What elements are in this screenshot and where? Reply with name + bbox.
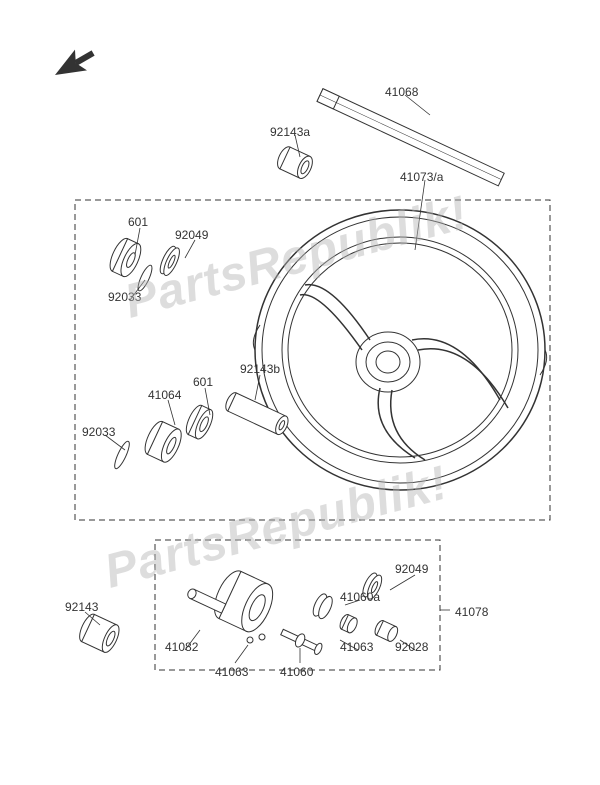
label-41063-left: 41063	[215, 665, 248, 679]
label-92049-bot: 92049	[395, 562, 428, 576]
label-92028: 92028	[395, 640, 428, 654]
label-41082: 41082	[165, 640, 198, 654]
bearing-top-part	[106, 236, 145, 280]
pin-2-part	[259, 634, 265, 640]
seal-top-part	[157, 244, 182, 277]
diagram-container: 41068 92143a 41073/a 601 92049 92033 921…	[0, 0, 600, 785]
label-92143b: 92143b	[240, 362, 280, 376]
small-gear-part	[338, 613, 359, 634]
orientation-arrow	[49, 43, 99, 86]
label-92033-mid: 92033	[82, 425, 115, 439]
label-92049-top: 92049	[175, 228, 208, 242]
label-41078: 41078	[455, 605, 488, 619]
label-41068: 41068	[385, 85, 418, 99]
label-41064: 41064	[148, 388, 181, 402]
collar-mid-part	[141, 419, 185, 465]
gearbox-part	[184, 555, 279, 636]
sleeve-part	[223, 391, 290, 437]
label-92033-top: 92033	[108, 290, 141, 304]
label-41060: 41060	[280, 665, 313, 679]
collar-top-part	[274, 145, 315, 181]
label-41060a: 41060a	[340, 590, 380, 604]
circlip-mid-part	[112, 440, 132, 471]
gear-shaft-part	[279, 626, 324, 657]
label-41073a: 41073/a	[400, 170, 443, 184]
main-assembly-frame	[75, 200, 550, 520]
spacer-part	[76, 612, 122, 655]
wheel-rim-part	[253, 210, 546, 490]
pin-1-part	[247, 637, 253, 643]
label-92143a: 92143a	[270, 125, 310, 139]
label-601-mid: 601	[193, 375, 213, 389]
label-41063-right: 41063	[340, 640, 373, 654]
gear-1-part	[310, 592, 335, 621]
bearing-mid-part	[183, 403, 216, 441]
label-92143-bot: 92143	[65, 600, 98, 614]
label-601-top: 601	[128, 215, 148, 229]
circlip-top-part	[135, 264, 154, 293]
